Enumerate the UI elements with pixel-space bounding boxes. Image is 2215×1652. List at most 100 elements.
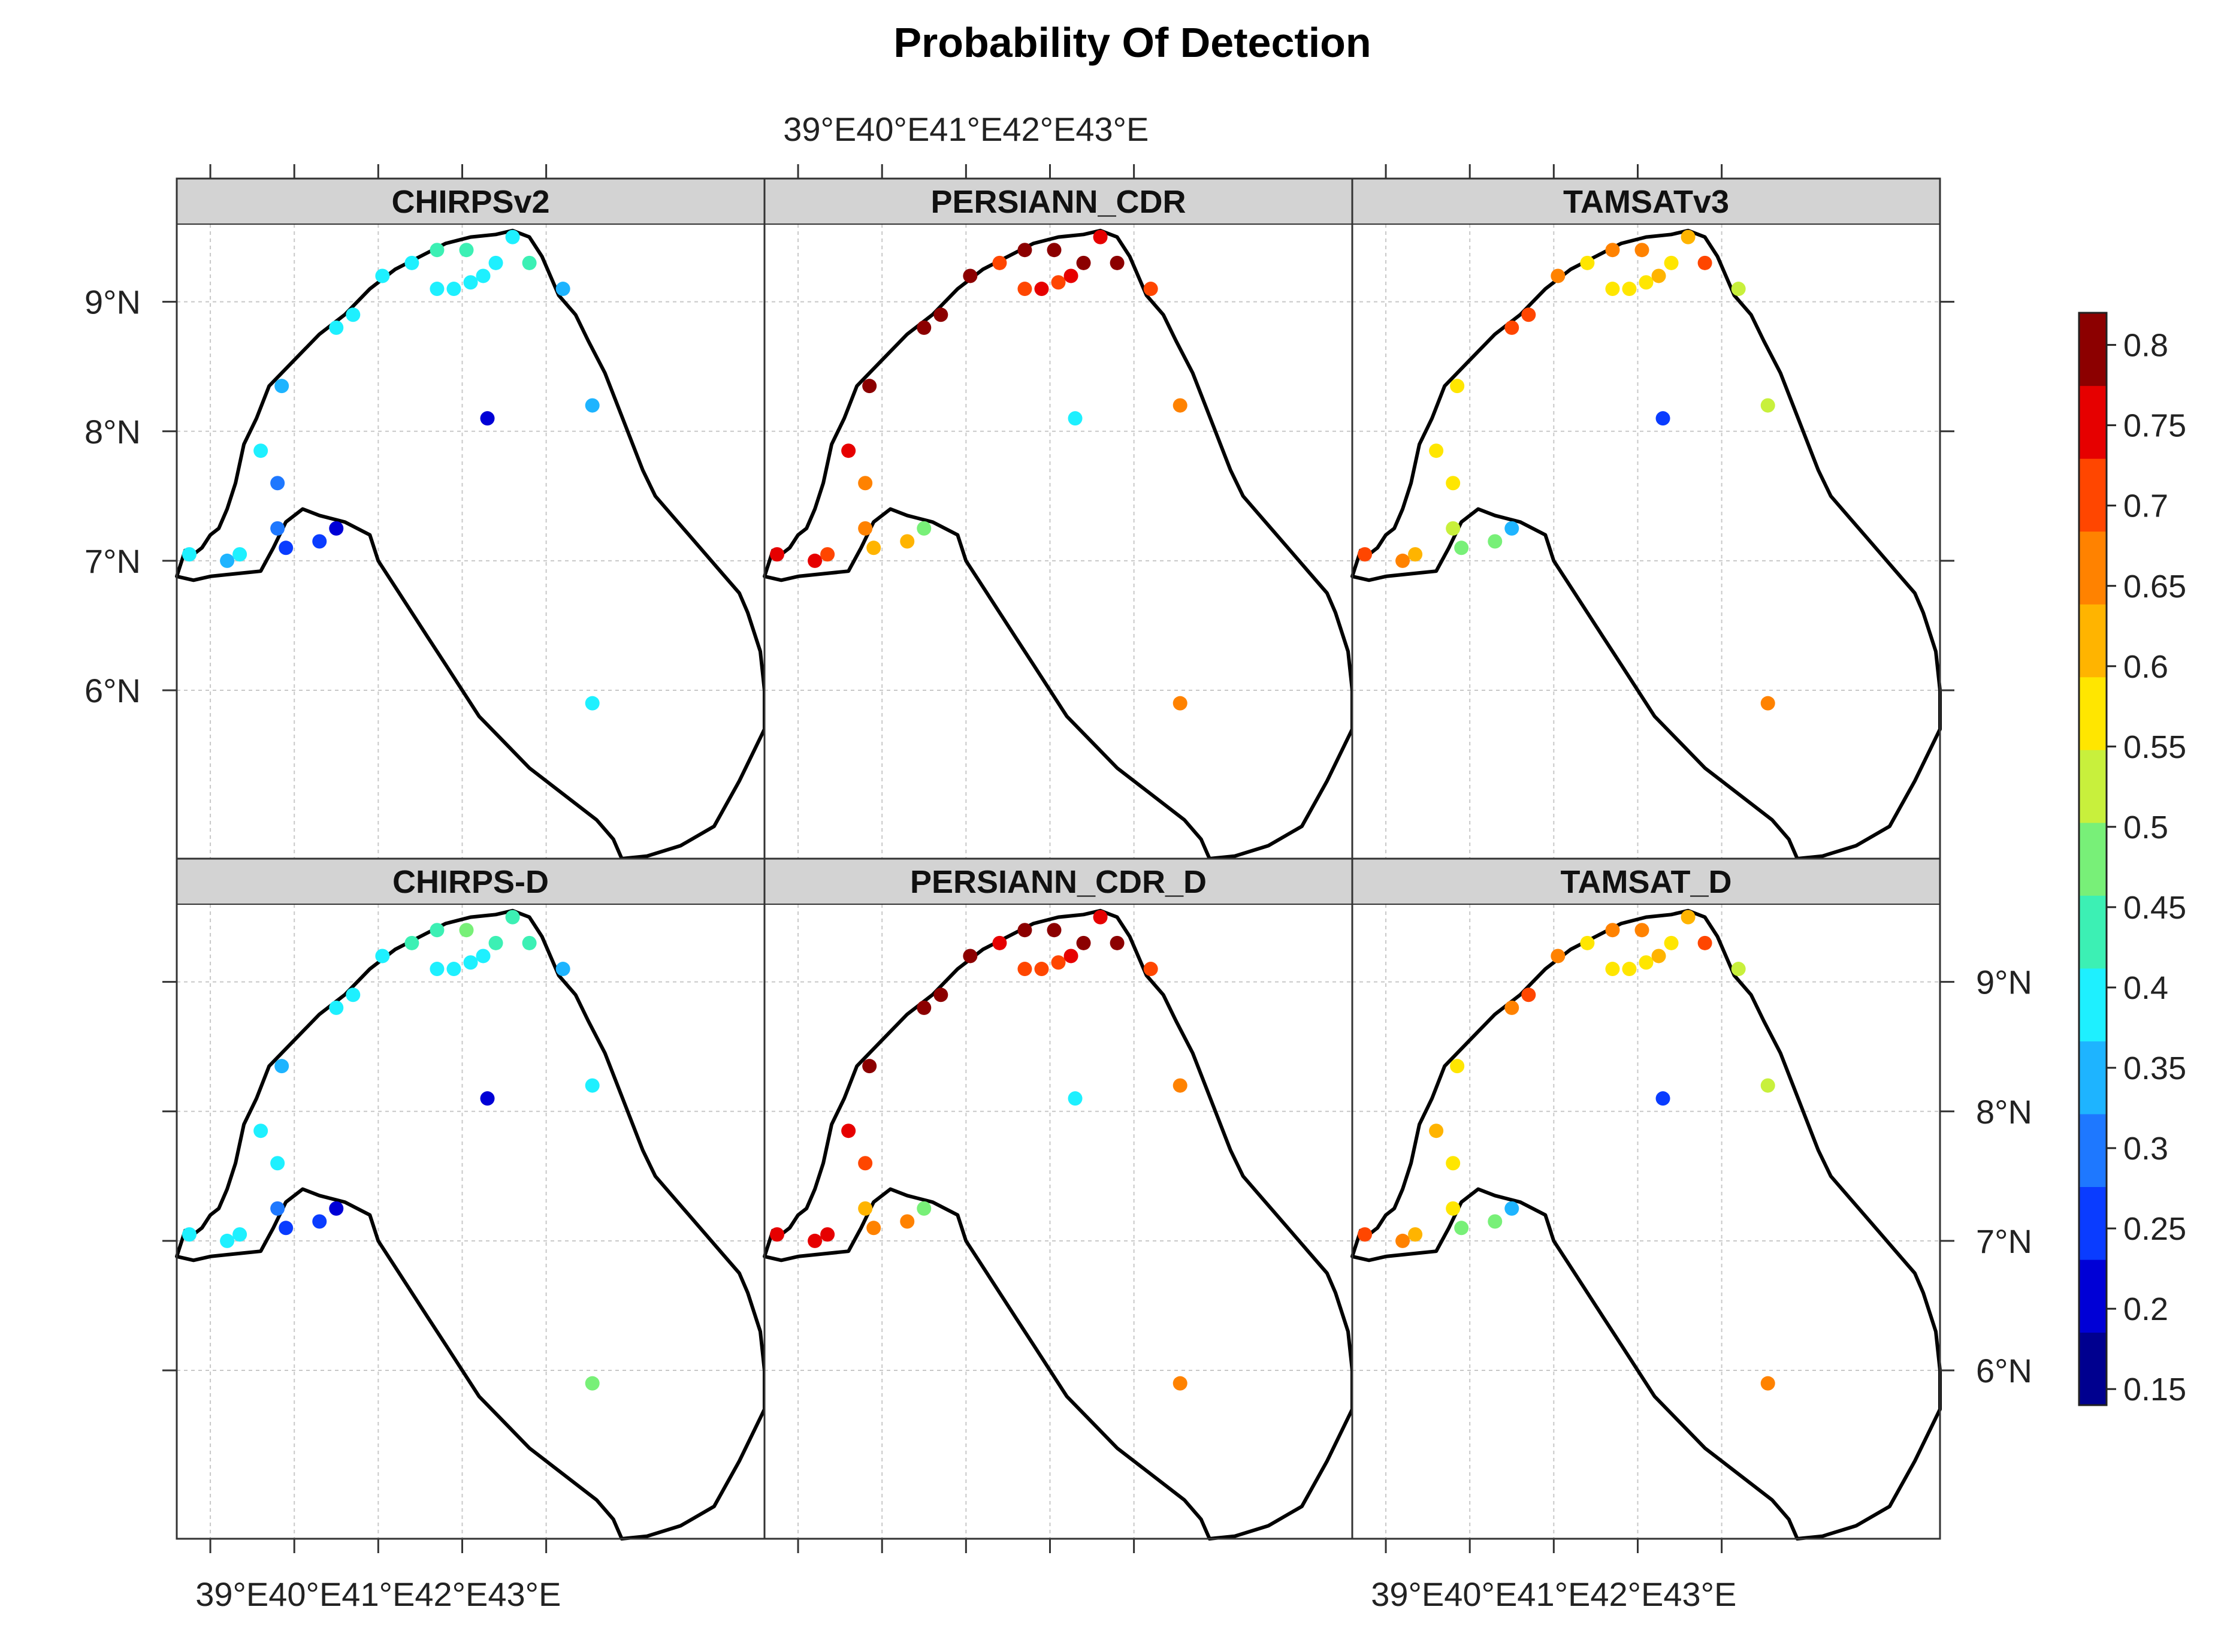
panel-tamsat-d: TAMSAT_D [1352, 859, 1940, 1539]
station-point [430, 282, 444, 296]
station-point [1450, 379, 1464, 393]
station-point [917, 521, 931, 536]
station-point [841, 1124, 856, 1138]
station-point [1656, 1091, 1670, 1106]
panels: CHIRPSv2 PERSIANN_CDR TAMSATv3 CHIRPS-D PERS… [177, 179, 1940, 1539]
station-point [963, 949, 977, 963]
y-tick-label: 7°N [84, 542, 141, 580]
colorbar-segment [2079, 458, 2107, 531]
station-point [1358, 1227, 1372, 1242]
station-point [1093, 230, 1108, 244]
colorbar-segment [2079, 1332, 2107, 1405]
station-point [1173, 398, 1187, 413]
station-point [1017, 962, 1032, 976]
colorbar-tick-label: 0.3 [2123, 1131, 2168, 1167]
station-point [1761, 398, 1775, 413]
station-point [1017, 923, 1032, 937]
station-point [1446, 1156, 1460, 1170]
station-point [1173, 1079, 1187, 1093]
station-point [585, 1376, 600, 1391]
station-point [1047, 923, 1061, 937]
colorbar-segment [2079, 968, 2107, 1041]
colorbar-segment [2079, 1186, 2107, 1260]
station-point [770, 547, 784, 561]
station-point [464, 275, 478, 289]
station-point [1605, 243, 1619, 257]
panel-background [1352, 904, 1940, 1539]
station-point [858, 521, 872, 536]
station-point [1068, 1091, 1083, 1106]
station-point [585, 696, 600, 711]
station-point [1580, 256, 1594, 270]
station-point [182, 1227, 197, 1242]
station-point [1521, 307, 1536, 322]
station-point [270, 521, 285, 536]
station-point [1639, 955, 1654, 970]
station-point [1408, 1227, 1422, 1242]
station-point [1173, 1376, 1187, 1391]
station-point [1580, 936, 1594, 950]
station-point [1634, 923, 1649, 937]
station-point [808, 1234, 822, 1248]
station-point [770, 1227, 784, 1242]
station-point [858, 476, 872, 490]
station-point [900, 1215, 914, 1229]
station-point [1731, 282, 1746, 296]
station-point [1731, 962, 1746, 976]
x-tick-labels: 39°E40°E41°E42°E43°E [1371, 1575, 1736, 1613]
colorbar-tick-label: 0.45 [2123, 890, 2186, 926]
station-point [1761, 1376, 1775, 1391]
station-point [858, 1156, 872, 1170]
station-point [446, 962, 461, 976]
chart-title: Probability Of Detection [893, 19, 1371, 66]
station-point [1504, 321, 1519, 335]
station-point [917, 321, 931, 335]
station-point [556, 282, 570, 296]
station-point [1395, 1234, 1410, 1248]
station-point [1698, 256, 1712, 270]
colorbar-tick-label: 0.35 [2123, 1050, 2186, 1086]
station-point [1077, 936, 1091, 950]
station-point [253, 1124, 268, 1138]
station-point [1446, 476, 1460, 490]
station-point [329, 1201, 343, 1216]
colorbar-segment [2079, 1114, 2107, 1187]
panel-strip-label: CHIRPS-D [392, 864, 549, 900]
panel-persiann-cdr-d: PERSIANN_CDR_D [764, 859, 1352, 1539]
station-point [1521, 987, 1536, 1002]
station-point [182, 547, 197, 561]
colorbar-segment [2079, 823, 2107, 896]
panel-background [764, 224, 1352, 859]
panel-background [177, 904, 764, 1539]
station-point [1681, 910, 1696, 925]
station-point [1664, 256, 1679, 270]
y-tick-label: 8°N [84, 413, 141, 451]
colorbar-tick-label: 0.6 [2123, 649, 2168, 685]
station-point [820, 1227, 835, 1242]
colorbar-tick-label: 0.7 [2123, 488, 2168, 524]
colorbar-tick-label: 0.75 [2123, 408, 2186, 444]
station-point [933, 307, 948, 322]
station-point [1064, 268, 1078, 283]
station-point [404, 936, 419, 950]
station-point [1358, 547, 1372, 561]
station-point [232, 1227, 247, 1242]
station-point [1034, 962, 1048, 976]
station-point [220, 1234, 234, 1248]
panel-background [764, 904, 1352, 1539]
station-point [312, 1215, 327, 1229]
station-point [1450, 1059, 1464, 1073]
colorbar-tick-label: 0.55 [2123, 729, 2186, 765]
station-point [1761, 1079, 1775, 1093]
station-point [1110, 256, 1125, 270]
station-point [312, 534, 327, 549]
station-point [1047, 243, 1061, 257]
colorbar-segment [2079, 1260, 2107, 1333]
station-point [375, 949, 389, 963]
colorbar-tick-label: 0.4 [2123, 970, 2168, 1006]
station-point [1504, 1001, 1519, 1015]
colorbar: 0.15 0.2 0.25 0.3 0.35 0.4 0.45 0.5 0.55 0.6 0.65 0… [2079, 313, 2186, 1408]
station-point [992, 256, 1007, 270]
station-point [1051, 275, 1066, 289]
station-point [808, 554, 822, 568]
